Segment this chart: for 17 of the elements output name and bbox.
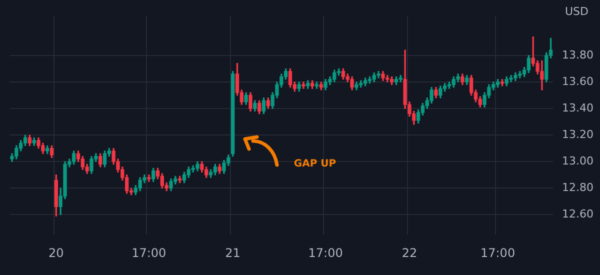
x-tick-label: 21 xyxy=(225,246,240,260)
y-tick-label: 13.00 xyxy=(562,154,594,168)
annotation: GAP UP xyxy=(294,158,336,170)
candlestick xyxy=(376,71,380,78)
y-tick-label: 12.60 xyxy=(562,208,594,221)
x-tick-label: 22 xyxy=(402,246,418,260)
candlestick xyxy=(302,82,306,89)
y-tick-label: 13.40 xyxy=(562,101,594,114)
x-tick-label: 17:00 xyxy=(132,246,166,260)
y-tick-label: 13.80 xyxy=(562,48,594,62)
y-axis-title: USD xyxy=(565,4,589,18)
x-tick-label: 17:00 xyxy=(480,246,516,260)
y-tick-label: 12.80 xyxy=(562,181,594,194)
y-tick-label: 13.60 xyxy=(562,74,594,88)
x-tick-label: 20 xyxy=(48,246,64,260)
x-tick-label: 17:00 xyxy=(308,246,343,260)
y-tick-label: 13.20 xyxy=(562,128,594,141)
